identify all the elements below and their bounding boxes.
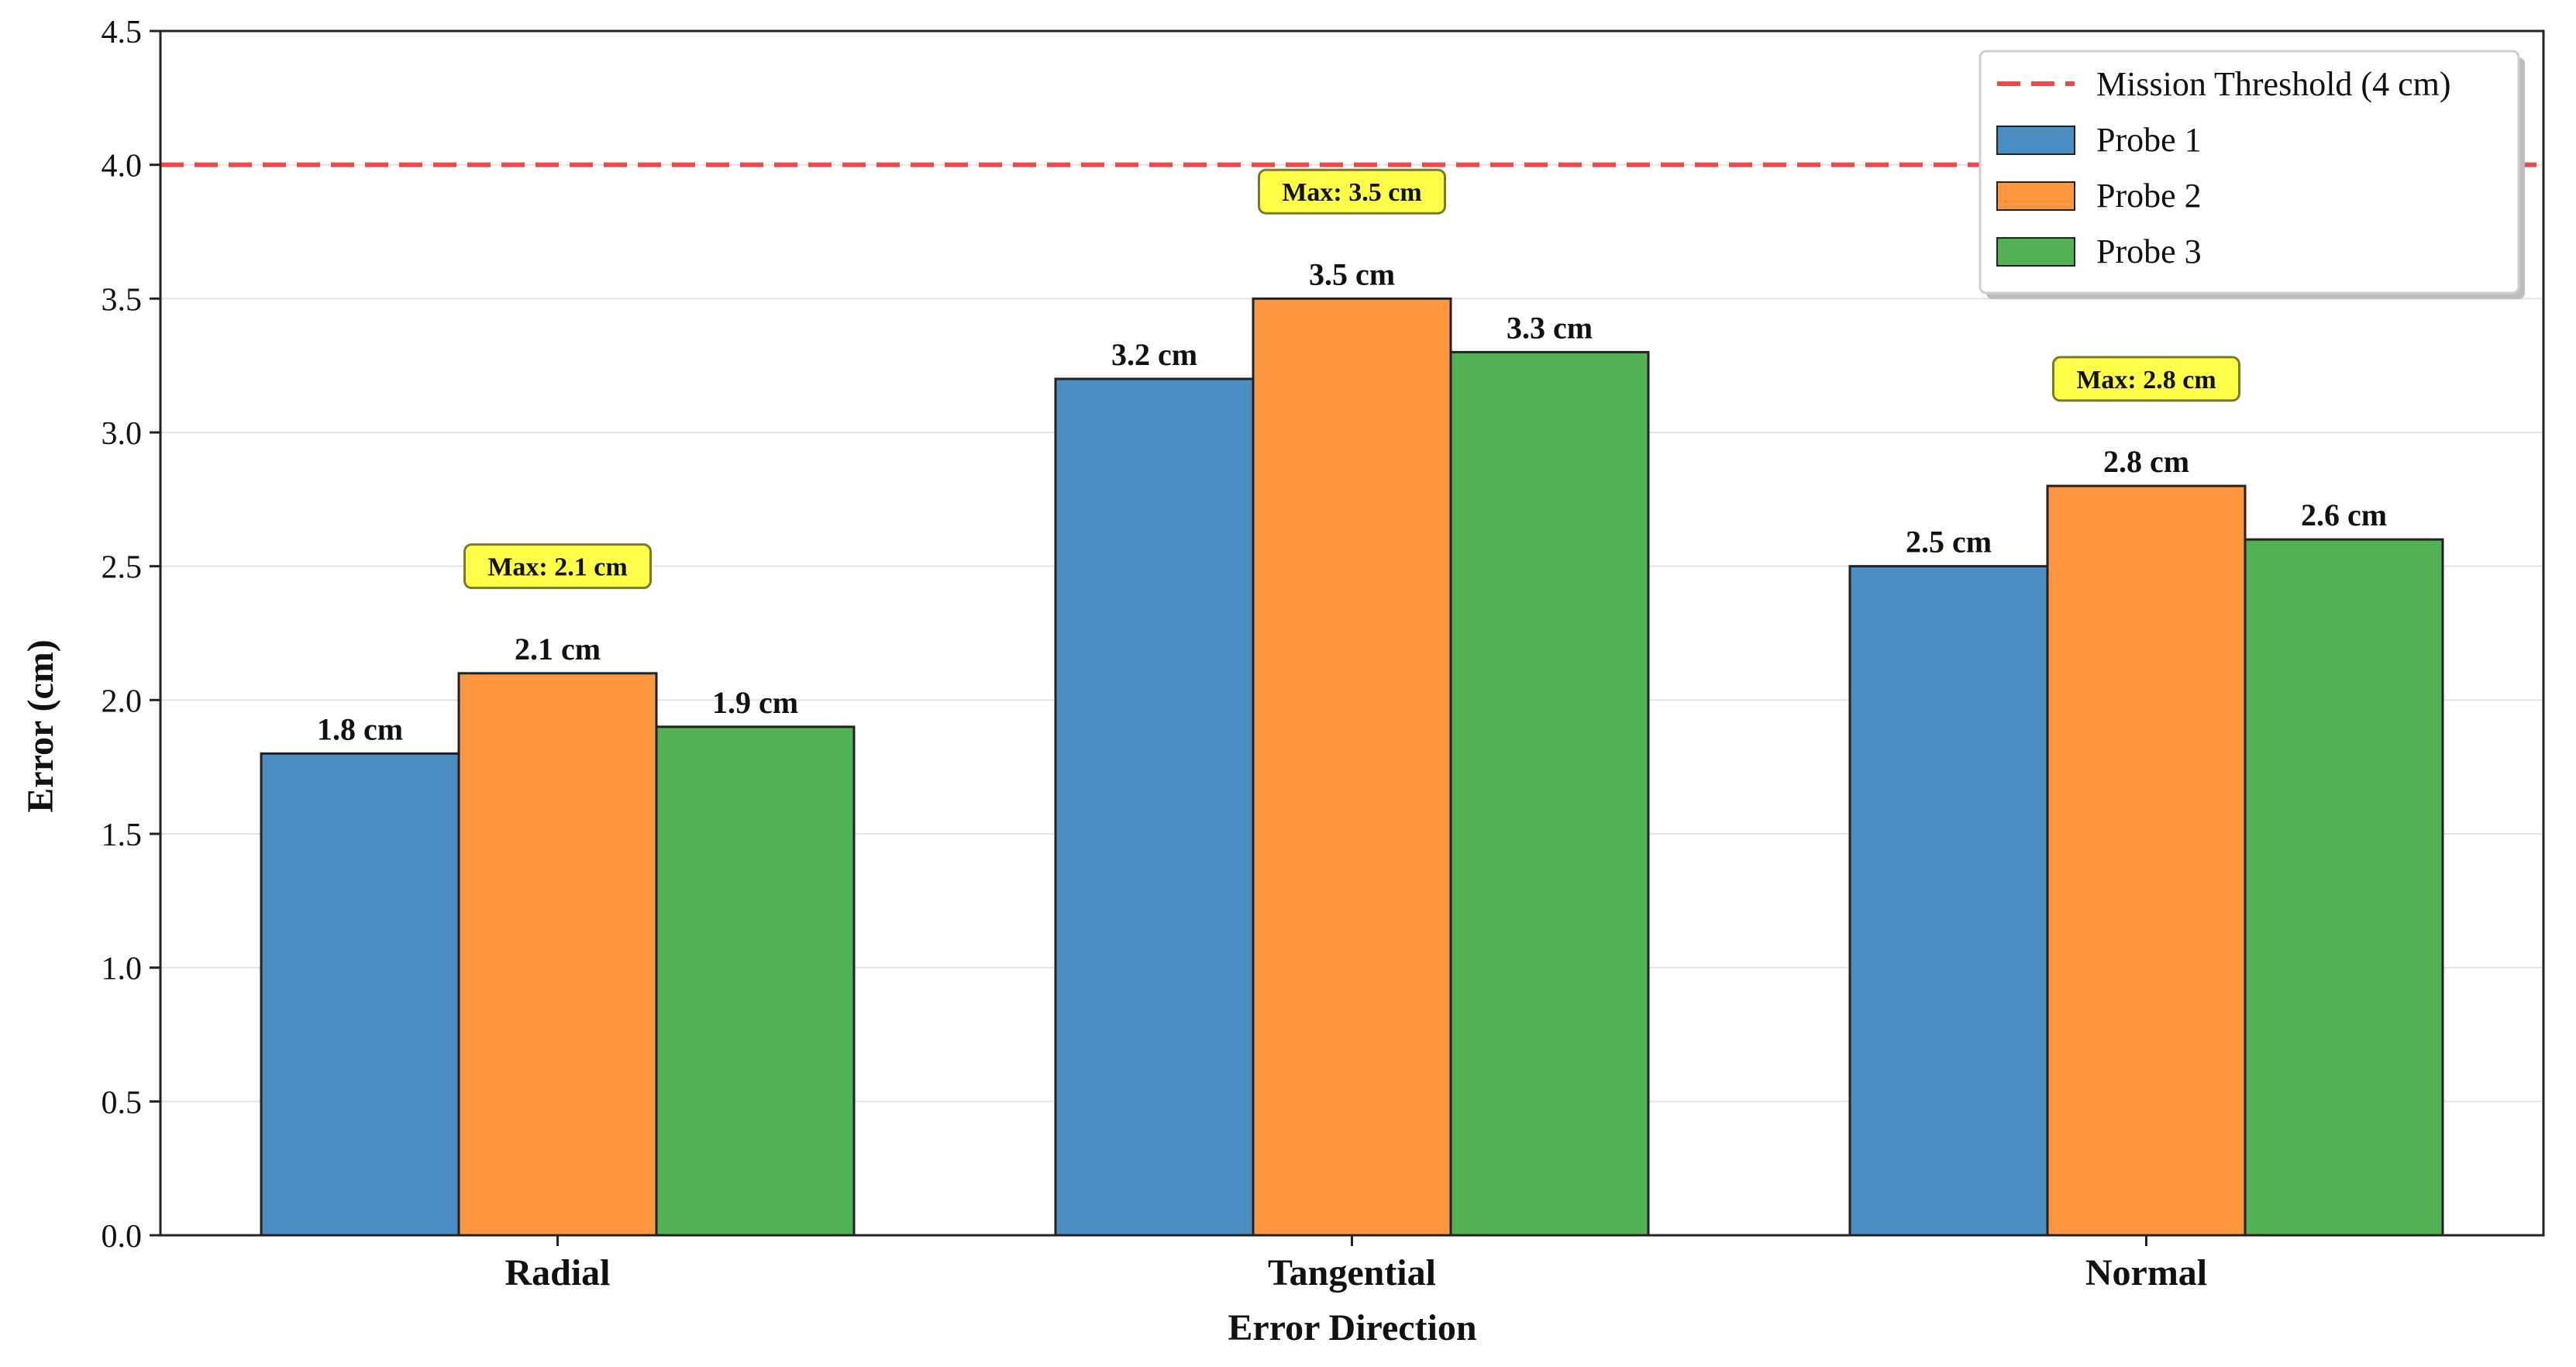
max-annotation-box <box>2052 356 2240 402</box>
bar-probe-3-radial <box>655 725 856 1237</box>
bar-probe-1-radial <box>260 752 460 1237</box>
legend: Mission Threshold (4 cm) Probe 1 Probe 2 Pr… <box>1978 50 2525 299</box>
max-annotation-box <box>1258 168 1446 215</box>
legend-threshold-label: Mission Threshold (4 cm) <box>2096 65 2451 103</box>
bar-probe-3-normal <box>2244 538 2444 1237</box>
x-axis-title: Error Direction <box>1228 1307 1476 1348</box>
bar-probe-2-tangential <box>1252 297 1452 1237</box>
max-annotations: Max: 2.1 cm Max: 3.5 cm Max: 2.8 cm <box>463 168 2240 590</box>
bar-probe-1-normal <box>1848 565 2049 1237</box>
y-axis-title: Error (cm) <box>20 639 61 812</box>
bar-value-labels: 1.8 cm 2.1 cm 1.9 cm 3.2 cm 3.5 cm 3.3 cm 2.5 … <box>317 257 2387 746</box>
y-tick-label: 4.5 <box>102 15 143 50</box>
plot-frame <box>159 29 2545 1237</box>
y-tick-label: 0.0 <box>102 1219 143 1255</box>
bar-probe-3-tangential <box>1449 350 1650 1237</box>
legend-swatch-probe-3 <box>1996 237 2075 267</box>
bar-value-label: 1.8 cm <box>317 711 403 746</box>
legend-swatch-probe-2 <box>1996 181 2075 211</box>
bar-value-label: 2.6 cm <box>2301 498 2387 532</box>
y-tick-label: 0.5 <box>102 1085 143 1121</box>
bars <box>260 297 2444 1237</box>
legend-label: Probe 3 <box>2096 232 2202 270</box>
bar-value-label: 2.5 cm <box>1906 525 1992 560</box>
bar-value-label: 3.3 cm <box>1507 310 1593 345</box>
bar-value-label: 2.1 cm <box>515 632 601 666</box>
legend-box <box>1978 50 2520 294</box>
x-tick-label: Tangential <box>1268 1252 1436 1293</box>
bar-value-label: 3.5 cm <box>1309 257 1395 291</box>
bar-value-label: 3.2 cm <box>1111 337 1197 372</box>
y-tick-label: 4.0 <box>102 149 143 184</box>
legend-label: Probe 2 <box>2096 177 2202 215</box>
axes: 0.0 0.5 1.0 1.5 2.0 2.5 3.0 3.5 4.0 4.5 Radial Tang… <box>102 15 2545 1293</box>
bar-probe-2-radial <box>457 672 658 1237</box>
y-tick-label: 3.0 <box>102 416 143 452</box>
max-annotation-box <box>463 543 652 590</box>
legend-swatch-probe-1 <box>1996 126 2075 155</box>
bar-probe-1-tangential <box>1054 377 1255 1237</box>
bar-probe-2-normal <box>2046 484 2247 1237</box>
max-annotation-text: Max: 2.8 cm <box>2076 366 2216 394</box>
max-annotation-text: Max: 3.5 cm <box>1282 178 1421 207</box>
y-tick-label: 3.5 <box>102 282 143 318</box>
x-tick-label: Normal <box>2085 1252 2207 1293</box>
y-tick-label: 2.0 <box>102 684 143 719</box>
y-tick-label: 1.0 <box>102 952 143 987</box>
x-tick-label: Radial <box>505 1252 610 1293</box>
legend-label: Probe 1 <box>2096 121 2202 159</box>
y-tick-label: 1.5 <box>102 818 143 853</box>
y-tick-label: 2.5 <box>102 550 143 586</box>
bar-value-label: 1.9 cm <box>712 685 798 720</box>
bar-value-label: 2.8 cm <box>2103 444 2189 479</box>
max-annotation-text: Max: 2.1 cm <box>487 553 627 582</box>
